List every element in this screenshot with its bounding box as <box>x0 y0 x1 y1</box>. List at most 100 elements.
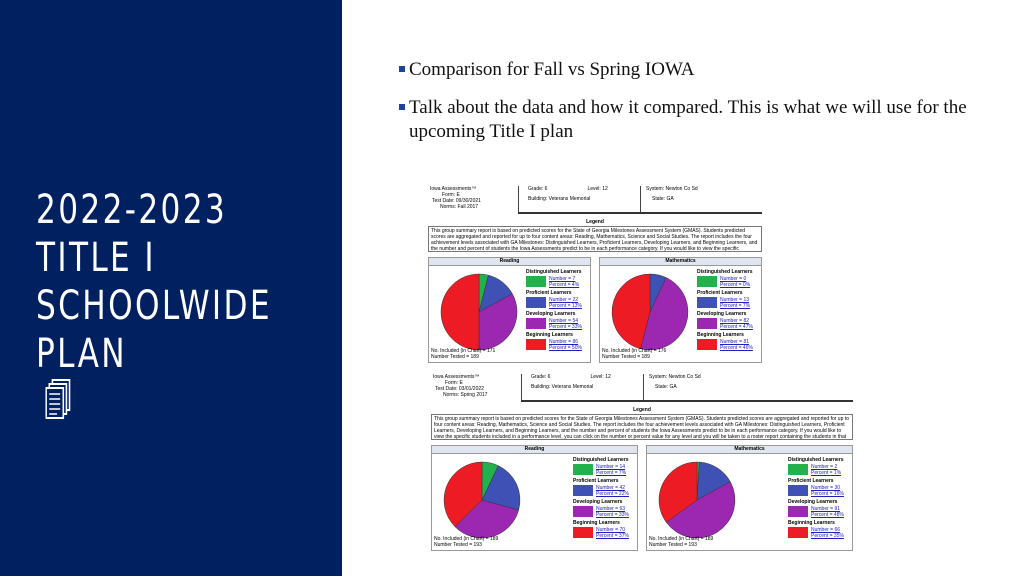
category-percent-link[interactable]: Percent = 7% <box>596 470 627 476</box>
category-number-link[interactable]: Number = 81 <box>720 339 750 345</box>
category-name: Proficient Learners <box>697 290 743 296</box>
category-percent-link[interactable]: Percent = 0% <box>720 282 751 288</box>
pie-slice-beginning <box>611 273 651 350</box>
legend-swatch <box>526 297 546 308</box>
category-name: Proficient Learners <box>573 478 619 484</box>
legend-title: Legend <box>586 219 604 225</box>
legend-title: Legend <box>633 407 651 413</box>
panel-mathematics: Mathematics Distinguished Learners Number … <box>646 445 853 551</box>
category-number-link[interactable]: Number = 30 <box>811 485 841 491</box>
legend-swatch <box>526 276 546 287</box>
category-number-link[interactable]: Number = 14 <box>596 464 626 470</box>
category-number-link[interactable]: Number = 22 <box>549 297 579 303</box>
category-number-link[interactable]: Number = 63 <box>596 506 626 512</box>
category-number-link[interactable]: Number = 42 <box>596 485 626 491</box>
category-number-link[interactable]: Number = 0 <box>720 276 747 282</box>
report-system-info: System: Newton Co Sd State: GA <box>646 186 698 202</box>
category-percent-link[interactable]: Percent = 33% <box>549 324 582 330</box>
category-percent-link[interactable]: Percent = 48% <box>811 512 844 518</box>
title-line-3: SCHOOLWIDE <box>36 283 272 329</box>
category-row: Number = 81 Percent = 46% <box>697 339 757 351</box>
category-row: Number = 22 Percent = 13% <box>526 297 586 309</box>
panel-mathematics: Mathematics Distinguished Learners Number … <box>599 257 762 363</box>
bullet-item-2: Talk about the data and how it compared.… <box>398 96 1008 144</box>
category-percent-link[interactable]: Percent = 16% <box>811 491 844 497</box>
title-line-4: PLAN <box>36 330 272 431</box>
category-percent-link[interactable]: Percent = 1% <box>811 470 842 476</box>
pie-slice-beginning <box>658 461 698 523</box>
category-number-link[interactable]: Number = 13 <box>720 297 750 303</box>
category-percent-link[interactable]: Percent = 35% <box>811 533 844 539</box>
score-report-2: Iowa Assessments™ Form: E Test Date: 03/01… <box>431 372 853 552</box>
report-header: Iowa Assessments™ Form: E Test Date: 09/30… <box>428 184 762 216</box>
category-percent-link[interactable]: Percent = 47% <box>720 324 753 330</box>
category-name: Distinguished Learners <box>788 457 844 463</box>
legend-swatch <box>573 464 593 475</box>
category-row: Number = 7 Percent = 4% <box>526 276 586 288</box>
panel-title: Reading <box>429 258 590 266</box>
legend-swatch <box>788 527 808 538</box>
category-percent-link[interactable]: Percent = 50% <box>549 345 582 351</box>
category-row: Number = 86 Percent = 50% <box>526 339 586 351</box>
category-number-link[interactable]: Number = 7 <box>549 276 576 282</box>
pie-slice-developing <box>478 293 518 351</box>
title-panel: 2022-2023 TITLE I SCHOOLWIDE PLAN <box>0 0 342 576</box>
panel-reading: Reading Distinguished Learners Number = 14… <box>431 445 638 551</box>
legend-swatch <box>697 339 717 350</box>
category-name: Beginning Learners <box>573 520 620 526</box>
slide-title: 2022-2023 TITLE I SCHOOLWIDE PLAN <box>36 186 272 431</box>
report-system-info: System: Newton Co Sd State: GA <box>649 374 701 390</box>
category-percent-link[interactable]: Percent = 33% <box>596 512 629 518</box>
pie-slice-beginning <box>443 461 483 528</box>
pie-chart <box>440 273 518 351</box>
category-percent-link[interactable]: Percent = 46% <box>720 345 753 351</box>
legend-swatch <box>526 318 546 329</box>
category-name: Developing Learners <box>526 311 576 317</box>
category-number-link[interactable]: Number = 70 <box>596 527 626 533</box>
category-percent-link[interactable]: Percent = 37% <box>596 533 629 539</box>
panel-footer: No. Included (in Chart) = 189 Number Test… <box>649 536 714 548</box>
category-name: Proficient Learners <box>788 478 834 484</box>
category-number-link[interactable]: Number = 54 <box>549 318 579 324</box>
pie-slice-developing <box>640 277 689 351</box>
category-number-link[interactable]: Number = 86 <box>549 339 579 345</box>
legend-swatch <box>526 339 546 350</box>
pie-chart <box>658 461 736 539</box>
category-name: Beginning Learners <box>526 332 573 338</box>
category-name: Developing Learners <box>697 311 747 317</box>
category-percent-link[interactable]: Percent = 7% <box>720 303 751 309</box>
category-number-link[interactable]: Number = 82 <box>720 318 750 324</box>
legend-text: This group summary report is based on pr… <box>428 226 762 252</box>
category-percent-link[interactable]: Percent = 22% <box>596 491 629 497</box>
category-number-link[interactable]: Number = 66 <box>811 527 841 533</box>
pie-slice-developing <box>665 481 736 539</box>
category-number-link[interactable]: Number = 91 <box>811 506 841 512</box>
category-percent-link[interactable]: Percent = 4% <box>549 282 580 288</box>
category-percent-link[interactable]: Percent = 13% <box>549 303 582 309</box>
pie-chart <box>611 273 689 351</box>
legend-swatch <box>573 527 593 538</box>
category-name: Distinguished Learners <box>573 457 629 463</box>
pie-slice-developing <box>454 499 519 539</box>
pie-slice-beginning <box>440 273 480 351</box>
category-row: Number = 82 Percent = 47% <box>697 318 757 330</box>
category-row: Number = 13 Percent = 7% <box>697 297 757 309</box>
report-test-info: Iowa Assessments™ Form: E Test Date: 09/30… <box>430 186 481 210</box>
report-header: Iowa Assessments™ Form: E Test Date: 03/01… <box>431 372 853 404</box>
title-line-1: 2022-2023 <box>36 187 228 233</box>
legend-swatch <box>573 485 593 496</box>
bullet-item-1: Comparison for Fall vs Spring IOWA <box>398 58 1008 82</box>
legend-text: This group summary report is based on pr… <box>431 414 853 440</box>
legend-swatch <box>788 485 808 496</box>
legend-swatch <box>573 506 593 517</box>
category-row: Number = 42 Percent = 22% <box>573 485 633 497</box>
report-grade-info: Grade: 6 Level: 12 Building: Veterans Memo… <box>531 374 611 390</box>
document-icon <box>45 378 272 431</box>
panel-footer: No. Included (in Chart) = 171 Number Test… <box>431 348 496 360</box>
pie-slice-proficient <box>481 465 521 511</box>
category-name: Beginning Learners <box>697 332 744 338</box>
report-grade-info: Grade: 6 Level: 12 Building: Veterans Memo… <box>528 186 608 202</box>
category-number-link[interactable]: Number = 2 <box>811 464 838 470</box>
legend-swatch <box>697 297 717 308</box>
